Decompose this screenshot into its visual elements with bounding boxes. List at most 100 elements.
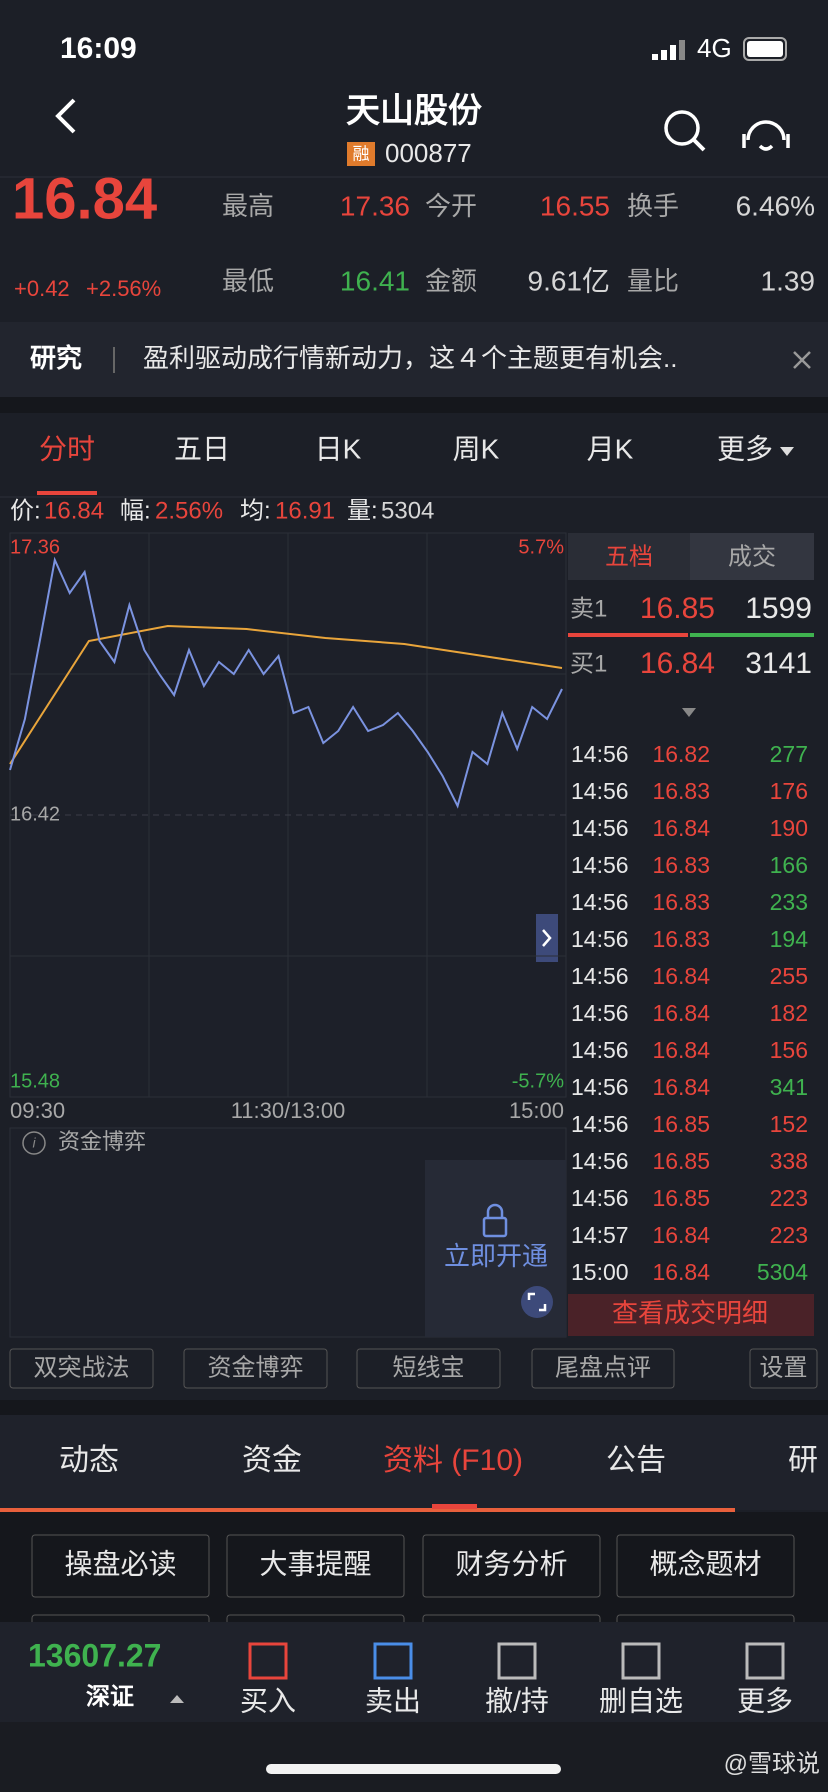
trade-time: 14:56 — [571, 1148, 629, 1174]
trade-volume: 152 — [770, 1111, 808, 1137]
signal-icon — [652, 40, 685, 60]
scroll-arrow — [682, 708, 696, 717]
market-arrow — [170, 1695, 184, 1703]
trade-time: 14:56 — [571, 963, 629, 989]
detail-button-label: 查看成交明细 — [612, 1298, 768, 1328]
chart-tab[interactable]: 五日 — [174, 433, 230, 464]
book-tab: 五档 — [605, 543, 653, 570]
button-grid — [0, 1512, 828, 1622]
trade-volume: 176 — [770, 778, 808, 804]
tool-label: 设置 — [760, 1354, 808, 1381]
search-button[interactable] — [664, 110, 700, 146]
price-percent: +2.56% — [86, 276, 161, 301]
trade-price: 16.85 — [652, 1111, 710, 1137]
action-label[interactable]: 买入 — [240, 1685, 296, 1716]
chart-tab[interactable]: 月K — [587, 433, 634, 464]
pct-label: 5.7% — [518, 536, 564, 558]
action-icon — [373, 1642, 413, 1680]
stock-code: 000877 — [385, 138, 472, 168]
chevron — [542, 929, 552, 947]
y-tick-label: 17.36 — [10, 536, 60, 558]
trade-time: 15:00 — [571, 1259, 629, 1285]
trade-price: 16.83 — [652, 852, 710, 878]
info-icon[interactable] — [22, 1131, 46, 1155]
section-tab[interactable]: 研 — [788, 1444, 818, 1477]
x-tick-label: 11:30/13:00 — [231, 1098, 346, 1123]
grid-button-label: 财务分析 — [455, 1548, 567, 1579]
info-label: 量: — [347, 497, 378, 524]
stat-value: 16.41 — [340, 265, 410, 296]
action-label[interactable]: 撤/持 — [485, 1685, 549, 1716]
trade-time: 14:56 — [571, 889, 629, 915]
status-time: 16:09 — [60, 32, 137, 65]
status-network: 4G — [697, 33, 732, 63]
grid-button[interactable] — [616, 1534, 795, 1598]
tool-button[interactable] — [531, 1348, 675, 1389]
tool-button[interactable] — [183, 1348, 328, 1389]
trade-time: 14:56 — [571, 852, 629, 878]
grid-button[interactable] — [31, 1534, 210, 1598]
trade-time: 14:56 — [571, 1000, 629, 1026]
pct-label: -5.7% — [512, 1070, 564, 1092]
info-label: 价: — [10, 497, 41, 524]
grid-button[interactable] — [226, 1534, 405, 1598]
x-tick-label: 09:30 — [10, 1098, 65, 1123]
chart-tab[interactable]: 分时 — [39, 433, 95, 464]
service-button[interactable] — [742, 120, 790, 151]
action-icon — [745, 1642, 785, 1680]
stat-value: 1.39 — [761, 265, 816, 296]
section-tab[interactable]: 动态 — [59, 1444, 119, 1477]
index-value: 13607.27 — [28, 1637, 161, 1673]
trade-time: 14:56 — [571, 1185, 629, 1211]
action-label[interactable]: 删自选 — [599, 1685, 683, 1716]
tool-label: 尾盘点评 — [555, 1354, 651, 1381]
grid-button[interactable] — [422, 1534, 601, 1598]
y-tick-label: 16.42 — [10, 803, 60, 825]
chart-tab[interactable]: 更多 — [717, 433, 773, 464]
tool-button[interactable] — [356, 1348, 501, 1389]
index-market: 深证 — [86, 1683, 134, 1710]
active-indicator — [432, 1504, 477, 1509]
back-button[interactable] — [55, 98, 76, 134]
section-tab[interactable]: 公告 — [606, 1444, 666, 1477]
trade-time: 14:56 — [571, 778, 629, 804]
search-handle — [692, 138, 706, 152]
expand-button[interactable] — [521, 1286, 553, 1318]
chart-tab[interactable]: 日K — [315, 433, 362, 464]
action-label[interactable]: 更多 — [737, 1685, 793, 1716]
trade-price: 16.85 — [652, 1148, 710, 1174]
book-tab: 成交 — [728, 543, 776, 570]
stat-value: 17.36 — [340, 190, 410, 221]
buy-bar — [690, 633, 814, 637]
tool-button[interactable] — [749, 1348, 818, 1389]
action-icon — [497, 1642, 537, 1680]
lock-icon — [482, 1216, 508, 1238]
tool-button[interactable] — [9, 1348, 154, 1389]
close-button[interactable] — [793, 351, 811, 369]
home-indicator — [266, 1764, 561, 1774]
trade-time: 14:56 — [571, 1111, 629, 1137]
section-tab[interactable]: 资金 — [242, 1444, 302, 1477]
trade-time: 14:57 — [571, 1222, 629, 1248]
detail-button[interactable] — [568, 1294, 814, 1336]
trade-volume: 277 — [770, 741, 808, 767]
chart-tab[interactable]: 周K — [453, 433, 500, 464]
panel-toggle[interactable] — [536, 914, 558, 962]
trade-price: 16.84 — [652, 1074, 710, 1100]
action-label[interactable]: 卖出 — [365, 1685, 421, 1716]
stat-label: 金额 — [425, 266, 477, 296]
research-bar[interactable] — [0, 322, 828, 397]
trade-price: 16.85 — [652, 1185, 710, 1211]
stat-value: 6.46% — [736, 190, 815, 221]
book-label: 卖1 — [570, 595, 607, 622]
trade-price: 16.84 — [652, 1000, 710, 1026]
grid-button-label: 大事提醒 — [259, 1548, 371, 1579]
expand-icon — [527, 1292, 547, 1312]
trade-volume: 341 — [770, 1074, 808, 1100]
trade-price: 16.83 — [652, 778, 710, 804]
flow-title: 资金博弈 — [58, 1129, 146, 1154]
section-tab[interactable]: 资料 (F10) — [383, 1444, 523, 1477]
book-label: 买1 — [570, 650, 607, 677]
trade-price: 16.84 — [652, 1037, 710, 1063]
